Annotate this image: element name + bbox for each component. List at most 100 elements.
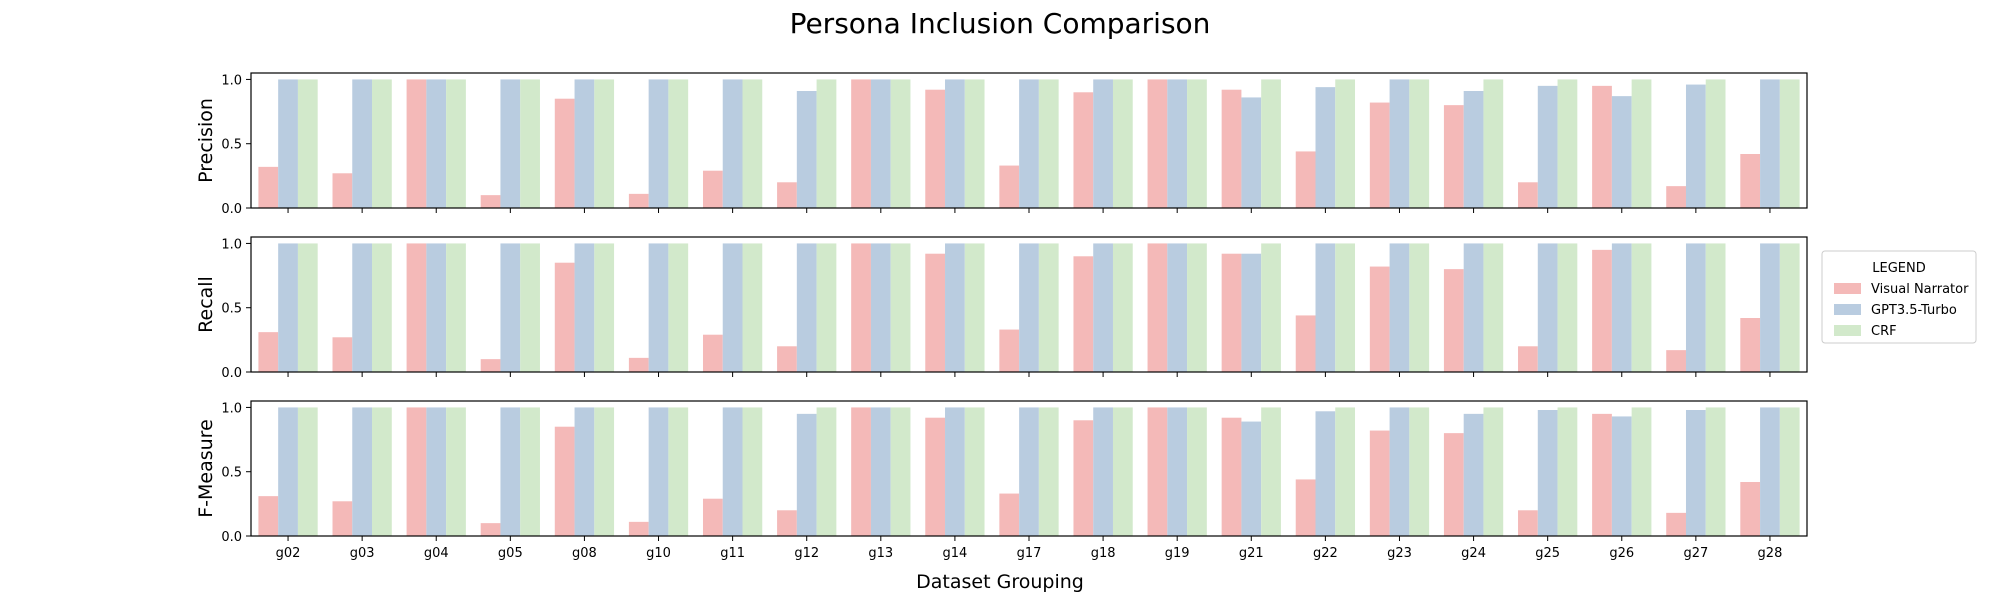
bar-precision-g18-1 (1093, 79, 1113, 209)
bar-precision-g03-0 (332, 173, 353, 208)
bar-precision-g05-2 (520, 79, 540, 209)
bar-f-measure-g25-0 (1518, 510, 1538, 536)
bar-f-measure-g28-1 (1760, 407, 1780, 536)
y-tick-label: 0.5 (221, 138, 242, 153)
bar-f-measure-g10-1 (648, 407, 669, 536)
bar-precision-g12-2 (816, 79, 837, 209)
bar-recall-g12-2 (816, 243, 837, 372)
bar-recall-g23-0 (1369, 266, 1390, 372)
x-tick-label-g23: g23 (1387, 546, 1412, 561)
bar-f-measure-g22-0 (1295, 479, 1316, 536)
bar-recall-g27-0 (1666, 350, 1686, 372)
bar-f-measure-g25-2 (1557, 407, 1578, 536)
x-tick-label-g05: g05 (498, 546, 523, 561)
bar-recall-g11-0 (702, 334, 723, 372)
bar-precision-g17-2 (1038, 79, 1059, 209)
bar-f-measure-g22-1 (1315, 411, 1336, 536)
bar-f-measure-g02-0 (258, 496, 279, 536)
bar-recall-g08-0 (554, 262, 575, 372)
bar-recall-g13-0 (851, 243, 871, 372)
x-tick-label-g28: g28 (1758, 546, 1783, 561)
bar-f-measure-g13-1 (870, 407, 891, 536)
bar-f-measure-g14-2 (964, 407, 985, 536)
bar-recall-g08-2 (594, 243, 615, 372)
bar-recall-g21-2 (1261, 243, 1281, 372)
bar-precision-g27-2 (1705, 79, 1726, 209)
legend-title: LEGEND (1872, 261, 1925, 276)
y-tick-label: 1.0 (221, 73, 242, 88)
x-tick-label-g19: g19 (1165, 546, 1190, 561)
bar-recall-g05-1 (500, 243, 521, 372)
bar-recall-g24-1 (1463, 243, 1484, 372)
bar-precision-g14-0 (925, 89, 946, 208)
bar-recall-g27-2 (1705, 243, 1726, 372)
bar-f-measure-g12-2 (816, 407, 837, 536)
bar-recall-g26-1 (1611, 243, 1632, 372)
bar-precision-g03-1 (352, 79, 373, 209)
bar-f-measure-g04-0 (406, 407, 427, 536)
bar-precision-g26-2 (1631, 79, 1652, 209)
bar-f-measure-g24-0 (1443, 433, 1464, 536)
bar-recall-g17-0 (999, 329, 1020, 372)
x-tick-label-g22: g22 (1313, 546, 1338, 561)
x-tick-label-g26: g26 (1609, 546, 1634, 561)
legend-label-0: Visual Narrator (1871, 282, 1969, 297)
bar-f-measure-g18-2 (1112, 407, 1133, 536)
bar-precision-g14-2 (964, 79, 985, 209)
bar-f-measure-g14-1 (945, 407, 965, 536)
bar-recall-g18-1 (1093, 243, 1113, 372)
bar-f-measure-g18-0 (1073, 420, 1094, 536)
bar-precision-g04-0 (406, 79, 427, 209)
y-tick-label: 0.0 (221, 202, 242, 217)
bar-recall-g18-2 (1112, 243, 1133, 372)
bar-f-measure-g17-1 (1019, 407, 1039, 536)
bar-precision-g11-0 (702, 170, 723, 208)
legend-swatch-1 (1834, 304, 1861, 315)
bar-precision-g02-1 (278, 79, 298, 209)
y-axis-label-precision: Precision (195, 98, 217, 183)
bar-recall-g02-1 (278, 243, 298, 372)
bar-precision-g02-0 (258, 166, 279, 208)
panel-recall: 0.0 0.5 1.0 Recall (195, 236, 1808, 381)
bar-precision-g19-0 (1147, 79, 1168, 209)
bar-precision-g08-0 (554, 98, 575, 208)
bar-precision-g08-2 (594, 79, 615, 209)
bar-recall-g11-1 (722, 243, 743, 372)
bar-precision-g23-0 (1369, 102, 1390, 208)
bar-precision-g28-2 (1779, 79, 1800, 209)
y-tick-label: 1.0 (221, 237, 242, 252)
bar-recall-g28-0 (1740, 318, 1761, 372)
bar-recall-g10-2 (668, 243, 689, 372)
bar-recall-g24-2 (1483, 243, 1504, 372)
bar-recall-g19-0 (1147, 243, 1168, 372)
bar-recall-g21-1 (1241, 253, 1262, 372)
bar-precision-g04-2 (446, 79, 466, 209)
bar-recall-g05-0 (480, 359, 501, 372)
y-tick-label: 0.0 (221, 366, 242, 381)
bar-f-measure-g27-1 (1685, 410, 1706, 536)
bar-f-measure-g24-1 (1463, 413, 1484, 536)
bar-recall-g03-1 (352, 243, 373, 372)
y-axis-label-recall: Recall (195, 276, 217, 333)
bar-recall-g14-0 (925, 253, 946, 372)
bar-f-measure-g19-0 (1147, 407, 1168, 536)
bar-f-measure-g03-2 (372, 407, 392, 536)
legend-swatch-0 (1834, 283, 1861, 294)
bar-recall-g28-2 (1779, 243, 1800, 372)
bar-precision-g22-2 (1335, 79, 1356, 209)
x-tick-label-g04: g04 (424, 546, 449, 561)
x-tick-label-g12: g12 (794, 546, 819, 561)
bar-f-measure-g17-0 (999, 493, 1020, 536)
bar-precision-g05-1 (500, 79, 521, 209)
bar-precision-g25-0 (1518, 182, 1538, 208)
bar-precision-g19-1 (1167, 79, 1188, 209)
bar-precision-g02-2 (297, 79, 318, 209)
bar-recall-g05-2 (520, 243, 540, 372)
bar-precision-g10-2 (668, 79, 689, 209)
bar-f-measure-g12-0 (777, 510, 797, 536)
bar-f-measure-g23-0 (1369, 430, 1390, 536)
bar-recall-g19-2 (1187, 243, 1207, 372)
bar-precision-g25-2 (1557, 79, 1578, 209)
